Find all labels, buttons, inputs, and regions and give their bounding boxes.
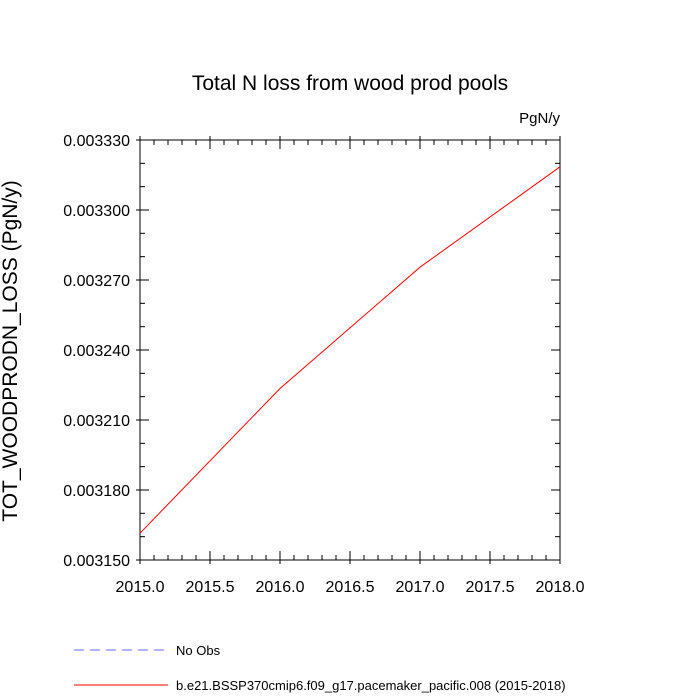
y-tick-label: 0.003300 [63, 203, 130, 220]
y-tick-label: 0.003240 [63, 343, 130, 360]
units-label: PgN/y [519, 110, 560, 127]
plot-frame [139, 139, 561, 561]
legend-label: No Obs [176, 643, 221, 658]
x-tick-label: 2016.0 [256, 579, 305, 596]
series-line [139, 166, 561, 534]
y-tick-label: 0.003210 [63, 413, 130, 430]
x-tick-label: 2015.0 [116, 579, 165, 596]
y-tick-label: 0.003180 [63, 483, 130, 500]
y-axis-label: TOT_WOODPRODN_LOSS (PgN/y) [0, 180, 22, 522]
series-layer [139, 166, 561, 534]
legend-label: b.e21.BSSP370cmip6.f09_g17.pacemaker_pac… [176, 678, 566, 693]
x-tick-label: 2015.5 [186, 579, 235, 596]
x-tick-label: 2018.0 [536, 579, 585, 596]
y-axis: 0.003150 0.003180 0.003210 0.003240 0.003270… [63, 133, 560, 570]
y-tick-label: 0.003330 [63, 133, 130, 150]
y-tick-label: 0.003150 [63, 553, 130, 570]
x-tick-label: 2017.5 [466, 579, 515, 596]
legend: No Obs b.e21.BSSP370cmip6.f09_g17.pacemak… [74, 643, 566, 693]
x-tick-label: 2017.0 [396, 579, 445, 596]
y-tick-label: 0.003270 [63, 273, 130, 290]
x-axis: 2015.0 2015.5 2016.0 2016.5 2017.0 2017.5 2018… [116, 136, 585, 596]
chart-title: Total N loss from wood prod pools [192, 72, 508, 95]
x-tick-label: 2016.5 [326, 579, 375, 596]
